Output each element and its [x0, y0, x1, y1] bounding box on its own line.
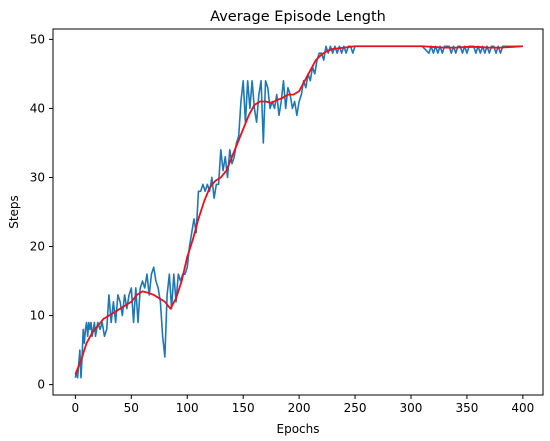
chart-title: Average Episode Length: [210, 9, 386, 25]
y-tick-label: 40: [30, 101, 45, 115]
plot-frame: [52, 28, 544, 396]
x-tick-label: 300: [400, 401, 423, 415]
x-tick-label: 50: [124, 401, 139, 415]
x-tick-label: 0: [72, 401, 80, 415]
series-layer: [74, 45, 523, 379]
x-tick-label: 200: [288, 401, 311, 415]
y-tick-label: 30: [30, 170, 45, 184]
series-line-raw: [74, 45, 523, 379]
x-axis-label: Epochs: [277, 422, 320, 436]
x-tick-label: 250: [344, 401, 367, 415]
y-tick-label: 0: [37, 378, 45, 392]
y-tick-label: 20: [30, 240, 45, 254]
x-axis-ticks: 0 50 100 150 200 250 300 350 400: [72, 395, 534, 415]
y-tick-label: 50: [30, 32, 45, 46]
x-tick-label: 150: [232, 401, 255, 415]
x-tick-label: 100: [176, 401, 199, 415]
x-tick-label: 350: [455, 401, 478, 415]
y-axis-label: Steps: [7, 195, 21, 229]
y-tick-label: 10: [30, 309, 45, 323]
y-axis-ticks: 0 10 20 30 40 50: [30, 32, 53, 392]
x-tick-label: 400: [511, 401, 534, 415]
series-line-smoothed: [74, 45, 523, 375]
